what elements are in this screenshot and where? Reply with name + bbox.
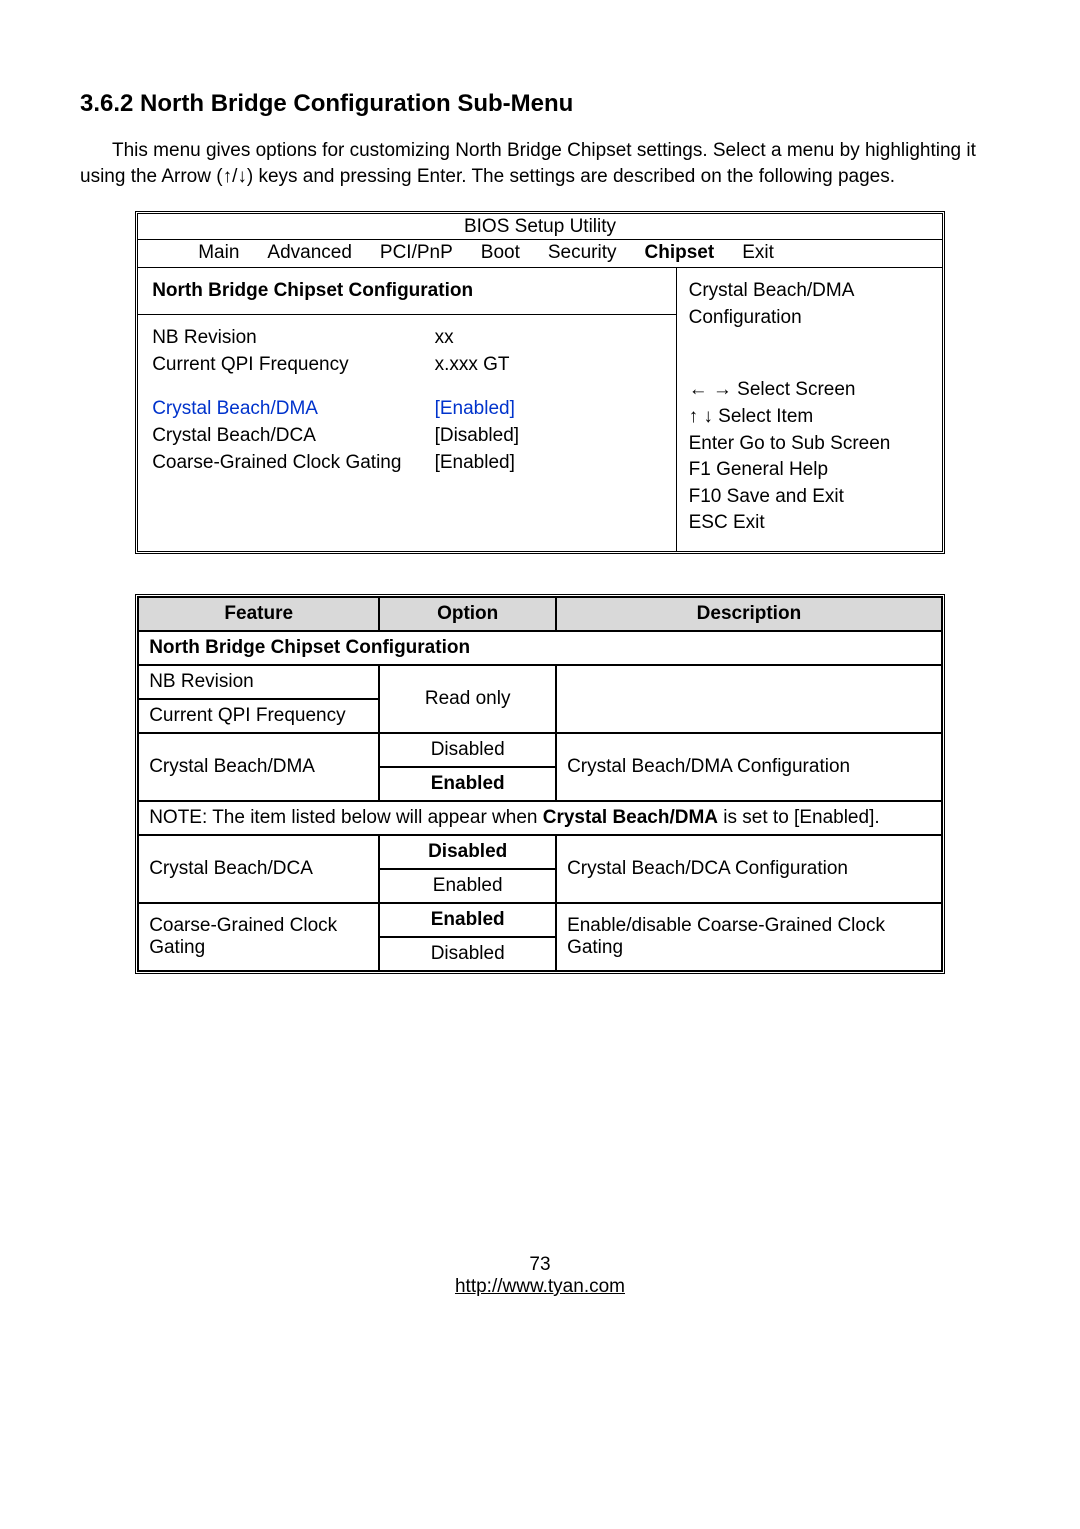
row-value: xx — [435, 325, 666, 352]
bios-title: BIOS Setup Utility — [138, 214, 942, 240]
bios-row-cb-dca[interactable]: Crystal Beach/DCA [Disabled] — [152, 423, 665, 450]
bios-row-nb-revision[interactable]: NB Revision xx — [152, 325, 665, 352]
help-line: Configuration — [689, 305, 930, 332]
row-value: x.xxx GT — [435, 352, 666, 379]
cell-description: Enable/disable Coarse-Grained Clock Gati… — [556, 903, 942, 971]
cell-feature: Crystal Beach/DMA — [138, 733, 379, 801]
row-value: [Disabled] — [435, 423, 666, 450]
row-label: NB Revision — [152, 325, 434, 352]
row-label: Crystal Beach/DMA — [152, 396, 434, 423]
note-cell: NOTE: The item listed below will appear … — [138, 801, 942, 835]
note-pre: NOTE: The item listed below will appear … — [149, 807, 543, 828]
tab-main[interactable]: Main — [138, 242, 253, 264]
row-label: Coarse-Grained Clock Gating — [152, 450, 434, 477]
note-bold: Crystal Beach/DMA — [543, 807, 718, 828]
tab-exit[interactable]: Exit — [728, 242, 788, 264]
bios-tab-bar: Main Advanced PCI/PnP Boot Security Chip… — [138, 240, 942, 268]
table-row: Crystal Beach/DCA Disabled Crystal Beach… — [138, 835, 942, 869]
bios-row-qpi-freq[interactable]: Current QPI Frequency x.xxx GT — [152, 352, 665, 379]
row-value: [Enabled] — [435, 450, 666, 477]
tab-chipset[interactable]: Chipset — [631, 242, 729, 264]
row-label: Current QPI Frequency — [152, 352, 434, 379]
bios-row-cb-dma[interactable]: Crystal Beach/DMA [Enabled] — [152, 396, 665, 423]
table-section-row: North Bridge Chipset Configuration — [138, 631, 942, 665]
bios-panel-title: North Bridge Chipset Configuration — [138, 268, 675, 315]
tab-advanced[interactable]: Advanced — [253, 242, 366, 264]
help-line: Crystal Beach/DMA — [689, 278, 930, 305]
section-title: North Bridge Chipset Configuration — [138, 631, 942, 665]
table-row: NB Revision Read only — [138, 665, 942, 699]
tab-boot[interactable]: Boot — [467, 242, 534, 264]
cell-feature: Coarse-Grained Clock Gating — [138, 903, 379, 971]
table-note-row: NOTE: The item listed below will appear … — [138, 801, 942, 835]
help-select-screen: ← → Select Screen — [689, 377, 930, 404]
feature-table: Feature Option Description North Bridge … — [135, 594, 945, 974]
cell-feature: Crystal Beach/DCA — [138, 835, 379, 903]
col-option: Option — [379, 597, 556, 631]
help-f10: F10 Save and Exit — [689, 484, 930, 511]
table-row: Coarse-Grained Clock Gating Enabled Enab… — [138, 903, 942, 937]
cell-feature: Current QPI Frequency — [138, 699, 379, 733]
cell-feature: NB Revision — [138, 665, 379, 699]
help-enter: Enter Go to Sub Screen — [689, 431, 930, 458]
col-feature: Feature — [138, 597, 379, 631]
tab-security[interactable]: Security — [534, 242, 631, 264]
cell-description: Crystal Beach/DMA Configuration — [556, 733, 942, 801]
cell-option: Read only — [379, 665, 556, 733]
cell-option: Disabled — [379, 733, 556, 767]
table-row: Crystal Beach/DMA Disabled Crystal Beach… — [138, 733, 942, 767]
spacer — [152, 378, 665, 396]
col-description: Description — [556, 597, 942, 631]
intro-paragraph: This menu gives options for customizing … — [80, 138, 1000, 189]
cell-option: Disabled — [379, 937, 556, 971]
page-footer: 73 http://www.tyan.com — [80, 1254, 1000, 1298]
section-heading: 3.6.2 North Bridge Configuration Sub-Men… — [80, 90, 1000, 118]
help-esc: ESC Exit — [689, 510, 930, 537]
tab-pcipnp[interactable]: PCI/PnP — [366, 242, 467, 264]
row-label: Crystal Beach/DCA — [152, 423, 434, 450]
cell-option: Enabled — [379, 903, 556, 937]
bios-row-cg-clock[interactable]: Coarse-Grained Clock Gating [Enabled] — [152, 450, 665, 477]
cell-option: Disabled — [379, 835, 556, 869]
row-value: [Enabled] — [435, 396, 666, 423]
footer-url[interactable]: http://www.tyan.com — [455, 1276, 625, 1297]
table-header-row: Feature Option Description — [138, 597, 942, 631]
help-f1: F1 General Help — [689, 457, 930, 484]
bios-utility-box: BIOS Setup Utility Main Advanced PCI/PnP… — [135, 211, 945, 554]
cell-option: Enabled — [379, 869, 556, 903]
cell-description — [556, 665, 942, 733]
cell-option: Enabled — [379, 767, 556, 801]
note-post: is set to [Enabled]. — [718, 807, 880, 828]
help-select-item: ↑ ↓ Select Item — [689, 404, 930, 431]
page-number: 73 — [80, 1254, 1000, 1276]
cell-description: Crystal Beach/DCA Configuration — [556, 835, 942, 903]
bios-help-pane: Crystal Beach/DMA Configuration ← → Sele… — [677, 268, 942, 551]
bios-left-pane: North Bridge Chipset Configuration NB Re… — [138, 268, 676, 551]
